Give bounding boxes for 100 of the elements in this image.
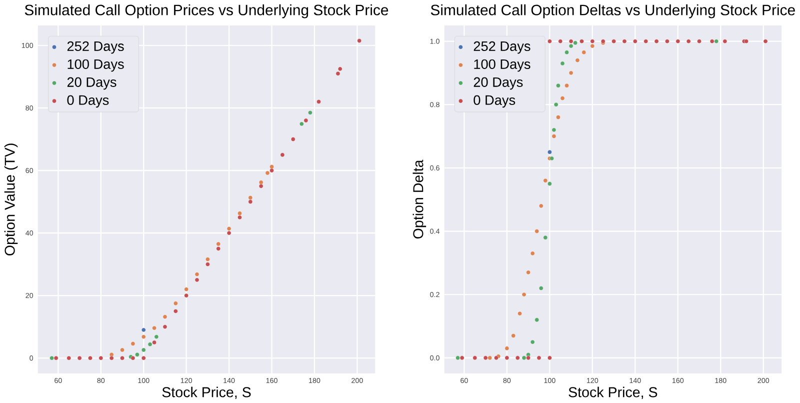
y-axis-title: Option Value (TV) xyxy=(4,144,18,256)
point xyxy=(511,333,516,338)
point xyxy=(148,342,152,346)
point xyxy=(472,356,478,360)
point xyxy=(526,270,531,274)
point xyxy=(141,356,146,360)
point xyxy=(98,356,104,360)
point xyxy=(564,50,569,54)
point xyxy=(205,256,210,262)
point xyxy=(456,356,460,360)
chart-title: Simulated Call Option Deltas vs Underlying Stock Price xyxy=(430,4,795,18)
point xyxy=(184,293,189,298)
point xyxy=(534,318,540,322)
point xyxy=(205,262,210,266)
point xyxy=(522,292,526,297)
point xyxy=(130,341,136,346)
legend-label: 100 Days xyxy=(68,59,124,72)
point xyxy=(258,184,264,188)
point xyxy=(248,195,253,200)
point xyxy=(556,83,560,88)
point xyxy=(575,58,580,62)
point xyxy=(258,180,264,184)
point xyxy=(141,328,146,332)
point xyxy=(194,272,200,276)
point xyxy=(522,356,526,360)
point xyxy=(135,352,140,357)
point xyxy=(582,50,586,54)
point xyxy=(543,178,548,183)
point xyxy=(547,356,552,360)
point xyxy=(316,99,321,104)
point xyxy=(530,251,535,256)
point xyxy=(162,324,168,329)
point xyxy=(238,210,242,216)
point xyxy=(338,66,342,71)
point xyxy=(558,38,563,44)
point xyxy=(120,348,124,352)
point xyxy=(632,38,638,44)
point xyxy=(141,348,146,352)
point xyxy=(304,118,308,123)
point xyxy=(530,340,535,344)
x-axis-title: Stock Price, S xyxy=(162,386,251,399)
point xyxy=(504,346,510,350)
point xyxy=(714,38,719,44)
point xyxy=(590,38,595,44)
point xyxy=(536,356,542,360)
point xyxy=(665,38,670,44)
point xyxy=(560,96,565,100)
point xyxy=(226,226,232,231)
legend-label: 0 Days xyxy=(67,95,109,108)
point xyxy=(518,311,522,316)
point xyxy=(308,110,312,115)
point xyxy=(77,356,82,360)
point xyxy=(686,38,691,44)
point xyxy=(560,61,565,66)
point xyxy=(280,152,285,157)
point xyxy=(547,150,552,154)
point xyxy=(550,156,554,160)
point xyxy=(722,38,728,44)
y-axis-title: Option Delta xyxy=(412,160,426,238)
point xyxy=(238,215,242,220)
point xyxy=(552,134,556,138)
point xyxy=(515,356,520,360)
legend-label: 252 Days xyxy=(67,41,124,54)
point xyxy=(152,340,157,345)
point xyxy=(265,170,270,176)
point xyxy=(54,356,58,360)
point xyxy=(50,356,54,360)
point xyxy=(226,230,232,236)
point xyxy=(162,314,168,319)
point xyxy=(194,278,200,282)
point xyxy=(152,326,157,330)
point xyxy=(710,38,714,44)
point xyxy=(538,286,544,290)
point xyxy=(488,356,492,360)
point xyxy=(644,38,648,44)
point xyxy=(538,204,544,208)
point xyxy=(184,286,189,292)
point xyxy=(744,38,748,44)
point xyxy=(763,38,768,44)
point xyxy=(568,38,574,44)
point xyxy=(554,102,558,107)
point xyxy=(573,40,578,45)
legend-label: 252 Days xyxy=(474,41,530,54)
legend-label: 20 Days xyxy=(474,77,523,90)
point xyxy=(141,334,146,339)
point xyxy=(590,44,595,48)
point xyxy=(568,70,574,76)
point xyxy=(173,301,178,306)
point xyxy=(270,164,274,169)
point xyxy=(568,44,574,48)
point xyxy=(534,228,540,234)
point xyxy=(154,334,159,339)
legend-label: 20 Days xyxy=(67,77,116,90)
point xyxy=(460,356,464,360)
legend-label: 100 Days xyxy=(474,59,530,72)
chart-title: Simulated Call Option Prices vs Underlying Stock Price xyxy=(24,4,388,18)
point xyxy=(270,168,274,173)
point xyxy=(676,38,680,44)
point xyxy=(66,356,72,360)
point xyxy=(173,308,178,314)
